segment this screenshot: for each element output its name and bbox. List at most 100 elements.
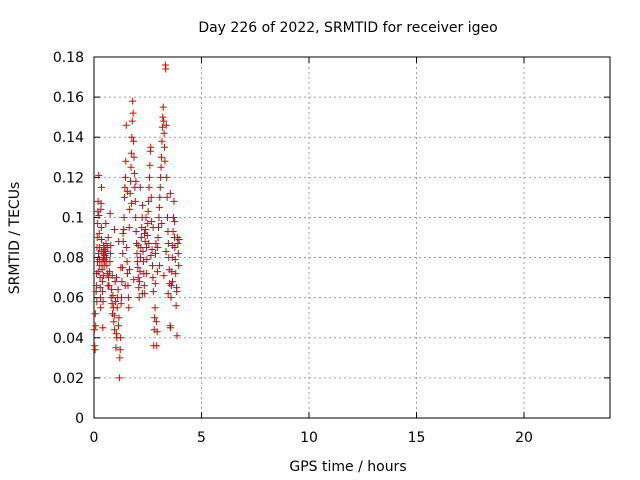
data-point [115, 322, 123, 330]
data-point [144, 207, 152, 215]
data-point [145, 240, 153, 248]
data-point [136, 183, 144, 191]
data-point [90, 326, 98, 334]
data-point [144, 219, 152, 227]
data-point [131, 197, 139, 205]
grid [94, 57, 610, 418]
data-point [138, 223, 146, 231]
data-point [105, 268, 113, 276]
data-point [141, 238, 149, 246]
data-point [153, 342, 161, 350]
data-point [136, 268, 144, 276]
x-tick-label: 0 [90, 430, 99, 446]
data-point [151, 304, 159, 312]
data-point [112, 344, 120, 352]
data-point [113, 304, 121, 312]
data-point [110, 312, 118, 320]
data-point [162, 121, 170, 129]
data-point [123, 244, 131, 252]
data-point [161, 143, 169, 151]
data-point [141, 229, 149, 237]
data-point [122, 157, 130, 165]
data-point [113, 274, 121, 282]
data-point [137, 234, 145, 241]
data-point [158, 219, 166, 227]
data-point [148, 246, 156, 254]
data-point [128, 199, 136, 207]
data-point [135, 294, 143, 302]
data-point [168, 278, 176, 286]
data-point [123, 258, 131, 266]
data-point [95, 244, 103, 252]
data-point [172, 270, 180, 278]
data-point [145, 173, 153, 181]
data-point [130, 169, 138, 177]
data-point [167, 294, 175, 302]
data-point [163, 173, 171, 181]
data-point [133, 250, 141, 258]
data-point [135, 284, 143, 292]
data-point [170, 197, 178, 205]
data-point [104, 234, 112, 241]
data-point [175, 262, 183, 270]
data-point [115, 374, 123, 382]
data-point [152, 318, 160, 326]
data-point [128, 117, 136, 125]
x-axis-label: GPS time / hours [289, 459, 406, 475]
data-point [167, 324, 175, 332]
data-point [174, 240, 182, 248]
data-point [122, 121, 130, 129]
x-tick-label: 15 [408, 430, 426, 446]
data-point [106, 258, 114, 266]
data-point [164, 290, 172, 298]
data-point [123, 187, 131, 195]
y-tick-label: 0.12 [53, 170, 84, 186]
chart-title: Day 226 of 2022, SRMTID for receiver ige… [198, 20, 497, 36]
data-point [153, 328, 161, 336]
data-point [108, 272, 116, 280]
data-point [151, 250, 159, 258]
data-point [153, 268, 161, 276]
data-point [92, 282, 100, 290]
y-tick-label: 0.1 [62, 210, 84, 226]
data-point [129, 109, 137, 117]
data-point [173, 288, 181, 296]
data-point [118, 278, 126, 286]
y-tick-label: 0.14 [53, 130, 84, 146]
data-point [160, 117, 168, 125]
data-point [149, 223, 157, 231]
data-point [147, 143, 155, 151]
data-point [158, 123, 166, 131]
data-point [103, 262, 111, 270]
data-point [166, 189, 174, 197]
data-point [114, 286, 122, 294]
data-point [98, 266, 106, 274]
data-point [98, 236, 106, 244]
data-point [151, 280, 159, 288]
data-point [124, 270, 132, 278]
data-point [132, 177, 140, 185]
data-point [102, 240, 110, 248]
data-point [147, 193, 155, 201]
data-point [130, 153, 138, 161]
data-point [154, 244, 162, 252]
data-point [149, 274, 157, 282]
data-point [157, 173, 165, 181]
data-point [117, 264, 125, 272]
data-point [93, 234, 101, 241]
data-point [97, 223, 105, 231]
x-tick-label: 20 [515, 430, 533, 446]
data-point [169, 227, 177, 235]
data-point [99, 298, 107, 306]
data-point [157, 163, 165, 171]
data-point [120, 213, 128, 221]
data-point [125, 266, 133, 274]
data-point [107, 242, 115, 250]
data-point [94, 219, 102, 227]
axis-tick-labels: 0 0.02 0.04 0.06 0.08 0.1 0.12 0.14 0.16 0.18 0 5 10… [53, 50, 533, 446]
data-point [110, 318, 118, 326]
data-point [100, 272, 108, 280]
data-point [171, 217, 179, 225]
data-point [160, 272, 168, 280]
